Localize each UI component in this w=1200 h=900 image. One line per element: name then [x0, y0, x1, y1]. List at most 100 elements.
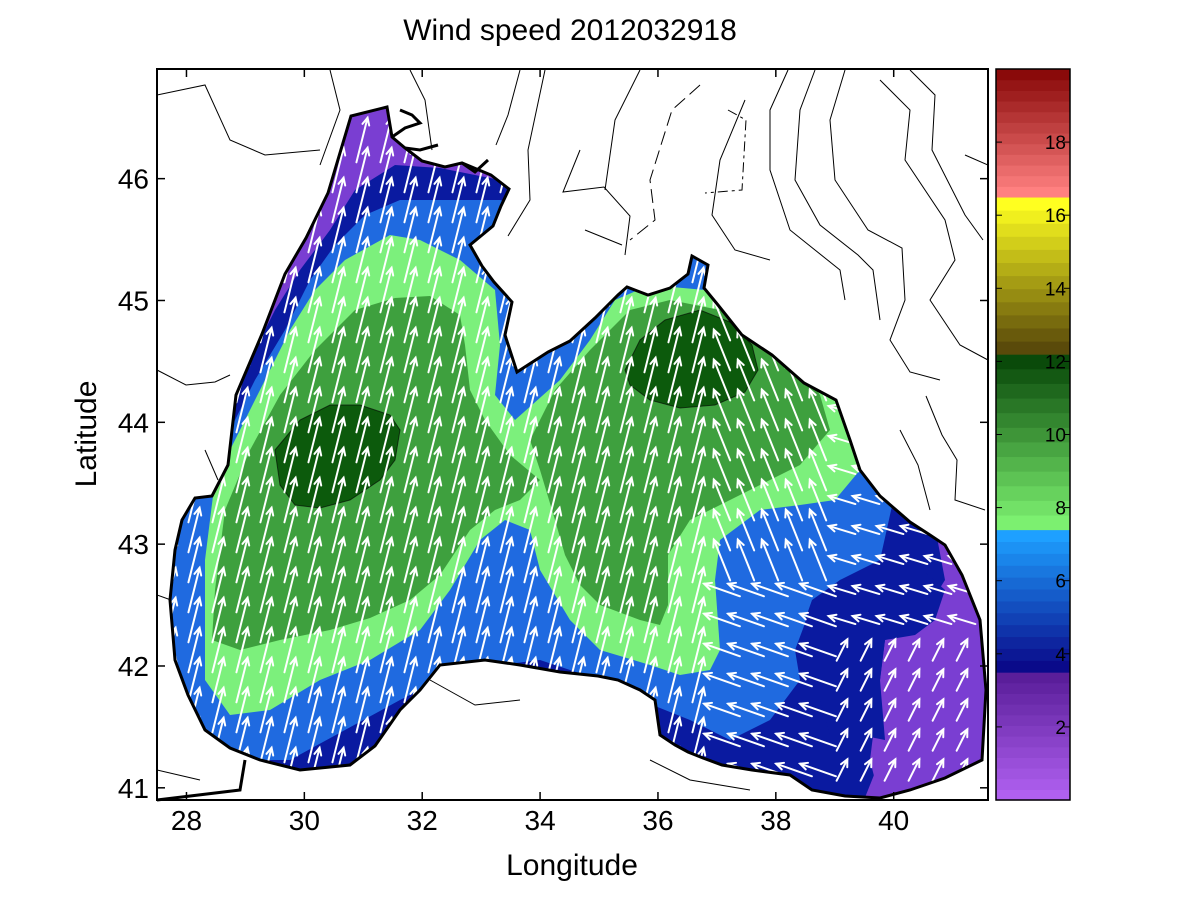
region-very-strong-east [625, 310, 758, 408]
region-calm-east [870, 600, 986, 798]
wind-arrow [691, 655, 707, 704]
wind-arrow [643, 625, 659, 674]
colorbar-band [996, 301, 1070, 316]
x-tick-label: 36 [642, 805, 673, 836]
wind-arrow [619, 445, 635, 494]
wind-arrow [427, 505, 443, 554]
wind-arrow [835, 697, 849, 722]
wind-arrow [595, 595, 611, 644]
wind-arrow [736, 417, 756, 462]
wind-arrow [760, 537, 780, 582]
wind-arrow [475, 415, 491, 464]
wind-arrow [667, 475, 683, 524]
x-axis-ticks: 28 30 32 34 36 38 40 [171, 69, 909, 836]
wind-arrow [547, 595, 563, 644]
wind-arrow [736, 387, 756, 432]
wind-arrow [235, 445, 251, 494]
plot-frame [156, 68, 989, 801]
wind-arrow [427, 205, 443, 254]
wind-arrow [211, 625, 227, 674]
wind-arrow [712, 387, 732, 432]
wind-arrow [379, 295, 395, 344]
wind-arrow [379, 385, 395, 434]
wind-arrow [667, 385, 683, 434]
wind-arrow [403, 655, 419, 704]
wind-arrow [701, 731, 741, 748]
wind-arrow [701, 671, 741, 688]
wind-arrow [283, 655, 299, 704]
wind-arrow [403, 325, 419, 374]
wind-arrow [331, 415, 347, 464]
colorbar-band [996, 223, 1070, 237]
wind-arrow [427, 265, 443, 314]
colorbar-band [996, 660, 1070, 673]
wind-arrow [850, 613, 881, 626]
wind-arrow [307, 385, 323, 434]
wind-arrow [547, 625, 563, 674]
colorbar-band [996, 210, 1070, 224]
wind-arrow [307, 625, 323, 674]
wind-arrow [643, 475, 659, 524]
wind-arrow [712, 447, 732, 492]
wind-arrow [499, 565, 515, 614]
wind-arrow [667, 415, 683, 464]
wind-arrow [307, 325, 323, 374]
wind-arrow [859, 667, 873, 692]
wind-arrow [259, 355, 275, 404]
wind-arrow [898, 553, 929, 566]
colorbar-band [996, 354, 1070, 370]
wind-arrow [907, 667, 921, 692]
wind-arrow [667, 445, 683, 494]
wind-arrow [451, 175, 467, 224]
wind-arrow [760, 387, 780, 432]
wind-arrow [307, 565, 323, 614]
wind-arrow [379, 415, 395, 464]
wind-arrow [211, 655, 227, 704]
wind-arrow [379, 355, 395, 404]
wind-arrow [571, 385, 587, 434]
wind-arrow [475, 385, 491, 434]
wind-arrow [691, 325, 707, 374]
wind-arrow [595, 535, 611, 584]
wind-arrow [773, 641, 813, 658]
chart-title: Wind speed 2012032918 [403, 14, 737, 47]
wind-arrow [749, 731, 789, 748]
wind-arrow [475, 505, 491, 554]
wind-arrow [808, 417, 828, 462]
wind-arrow [259, 685, 275, 734]
wind-arrow [235, 655, 251, 704]
colorbar-tick-label: 6 [1055, 572, 1066, 593]
wind-arrow [211, 505, 227, 554]
wind-arrow [571, 565, 587, 614]
wind-arrow [691, 445, 707, 494]
wind-arrow [403, 175, 419, 224]
wind-arrow [571, 415, 587, 464]
wind-arrow [797, 641, 837, 658]
colorbar-band [996, 90, 1070, 102]
wind-arrow [355, 535, 371, 584]
wind-arrow [931, 637, 945, 662]
wind-arrow [797, 701, 837, 718]
wind-arrow [826, 583, 857, 596]
wind-arrow [898, 583, 929, 596]
wind-arrow [595, 445, 611, 494]
wind-arrow [475, 595, 491, 644]
wind-arrow [451, 565, 467, 614]
wind-arrow [499, 475, 515, 524]
wind-arrow [355, 655, 371, 704]
colorbar-tick-label: 8 [1055, 499, 1066, 520]
wind-arrow [523, 565, 539, 614]
wind-arrow [547, 475, 563, 524]
wind-arrow [451, 415, 467, 464]
wind-arrow [712, 537, 732, 582]
wind-arrow [619, 535, 635, 584]
wind-arrow [331, 205, 347, 254]
wind-arrow [355, 115, 371, 164]
wind-arrow [643, 325, 659, 374]
wind-arrow [725, 641, 765, 658]
wind-arrow [907, 757, 921, 782]
wind-arrow [235, 625, 251, 674]
wind-arrow [736, 477, 756, 522]
wind-arrow [283, 265, 299, 314]
